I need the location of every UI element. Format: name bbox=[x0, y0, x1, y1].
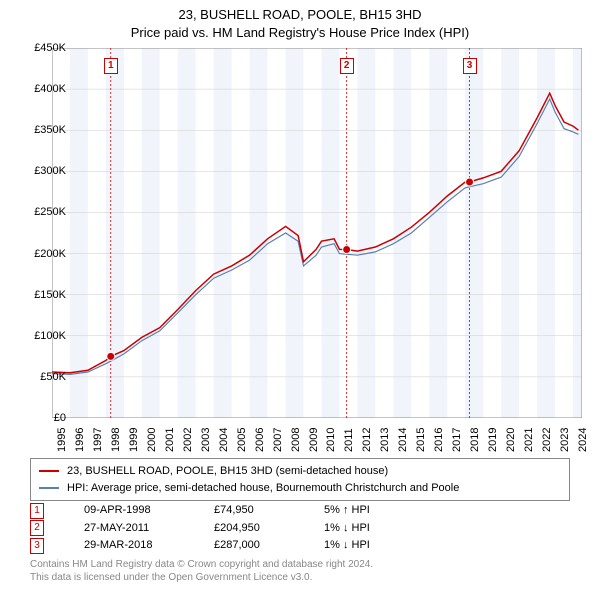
annotation-marker: 3 bbox=[463, 58, 477, 74]
legend-swatch bbox=[39, 487, 59, 489]
chart-svg bbox=[52, 48, 582, 418]
x-tick-label: 2011 bbox=[343, 428, 355, 452]
x-tick-label: 2004 bbox=[218, 428, 230, 452]
legend-row: HPI: Average price, semi-detached house,… bbox=[39, 480, 561, 497]
event-price: £204,950 bbox=[214, 520, 284, 538]
x-tick-label: 2021 bbox=[523, 428, 535, 452]
event-row: 1 09-APR-1998 £74,950 5% ↑ HPI bbox=[30, 502, 404, 520]
event-row: 2 27-MAY-2011 £204,950 1% ↓ HPI bbox=[30, 520, 404, 538]
event-date: 27-MAY-2011 bbox=[84, 520, 174, 538]
x-tick-label: 2018 bbox=[469, 428, 481, 452]
y-tick-label: £0 bbox=[54, 412, 66, 424]
legend-row: 23, BUSHELL ROAD, POOLE, BH15 3HD (semi-… bbox=[39, 463, 561, 480]
chart-container: 23, BUSHELL ROAD, POOLE, BH15 3HD Price … bbox=[0, 0, 600, 590]
x-tick-label: 2003 bbox=[200, 428, 212, 452]
event-hpi: 1% ↓ HPI bbox=[324, 520, 404, 538]
x-tick-label: 1997 bbox=[92, 428, 104, 452]
x-tick-label: 2017 bbox=[451, 428, 463, 452]
x-tick-label: 2015 bbox=[415, 428, 427, 452]
event-hpi: 1% ↓ HPI bbox=[324, 537, 404, 555]
x-tick-label: 2002 bbox=[182, 428, 194, 452]
x-tick-label: 2014 bbox=[397, 428, 409, 452]
x-tick-label: 2016 bbox=[433, 428, 445, 452]
x-tick-label: 2023 bbox=[559, 428, 571, 452]
event-price: £287,000 bbox=[214, 537, 284, 555]
x-tick-label: 2024 bbox=[577, 428, 589, 452]
x-tick-label: 1995 bbox=[56, 428, 68, 452]
x-tick-label: 2006 bbox=[254, 428, 266, 452]
y-tick-label: £300K bbox=[34, 165, 66, 177]
x-tick-label: 2012 bbox=[361, 428, 373, 452]
x-tick-label: 2010 bbox=[325, 428, 337, 452]
title-block: 23, BUSHELL ROAD, POOLE, BH15 3HD Price … bbox=[0, 0, 600, 42]
legend: 23, BUSHELL ROAD, POOLE, BH15 3HD (semi-… bbox=[30, 458, 570, 501]
y-tick-label: £200K bbox=[34, 248, 66, 260]
x-tick-label: 2020 bbox=[505, 428, 517, 452]
title-subtitle: Price paid vs. HM Land Registry's House … bbox=[0, 24, 600, 42]
event-price: £74,950 bbox=[214, 502, 284, 520]
title-address: 23, BUSHELL ROAD, POOLE, BH15 3HD bbox=[0, 6, 600, 24]
event-marker-box: 3 bbox=[30, 538, 44, 554]
y-tick-label: £350K bbox=[34, 124, 66, 136]
footer-line: Contains HM Land Registry data © Crown c… bbox=[30, 558, 373, 571]
y-tick-label: £50K bbox=[40, 371, 66, 383]
footer: Contains HM Land Registry data © Crown c… bbox=[30, 558, 373, 584]
annotation-marker: 2 bbox=[340, 58, 354, 74]
x-tick-label: 2000 bbox=[146, 428, 158, 452]
legend-swatch bbox=[39, 470, 59, 472]
x-tick-label: 2008 bbox=[290, 428, 302, 452]
x-tick-label: 2007 bbox=[272, 428, 284, 452]
annotation-marker: 1 bbox=[104, 58, 118, 74]
x-tick-label: 1996 bbox=[74, 428, 86, 452]
event-marker-box: 2 bbox=[30, 520, 44, 536]
x-tick-label: 2022 bbox=[541, 428, 553, 452]
x-tick-label: 1999 bbox=[128, 428, 140, 452]
x-tick-label: 2005 bbox=[236, 428, 248, 452]
x-tick-label: 2019 bbox=[487, 428, 499, 452]
y-tick-label: £450K bbox=[34, 42, 66, 54]
footer-line: This data is licensed under the Open Gov… bbox=[30, 571, 373, 584]
y-tick-label: £100K bbox=[34, 330, 66, 342]
y-tick-label: £400K bbox=[34, 83, 66, 95]
event-row: 3 29-MAR-2018 £287,000 1% ↓ HPI bbox=[30, 537, 404, 555]
legend-label: HPI: Average price, semi-detached house,… bbox=[67, 480, 459, 497]
x-tick-label: 2013 bbox=[379, 428, 391, 452]
x-tick-label: 1998 bbox=[110, 428, 122, 452]
y-tick-label: £250K bbox=[34, 206, 66, 218]
x-tick-label: 2001 bbox=[164, 428, 176, 452]
event-marker-box: 1 bbox=[30, 503, 44, 519]
chart-area bbox=[52, 48, 582, 418]
event-hpi: 5% ↑ HPI bbox=[324, 502, 404, 520]
event-date: 29-MAR-2018 bbox=[84, 537, 174, 555]
events-table: 1 09-APR-1998 £74,950 5% ↑ HPI 2 27-MAY-… bbox=[30, 502, 404, 555]
x-tick-label: 2009 bbox=[308, 428, 320, 452]
event-date: 09-APR-1998 bbox=[84, 502, 174, 520]
legend-label: 23, BUSHELL ROAD, POOLE, BH15 3HD (semi-… bbox=[67, 463, 388, 480]
y-tick-label: £150K bbox=[34, 289, 66, 301]
